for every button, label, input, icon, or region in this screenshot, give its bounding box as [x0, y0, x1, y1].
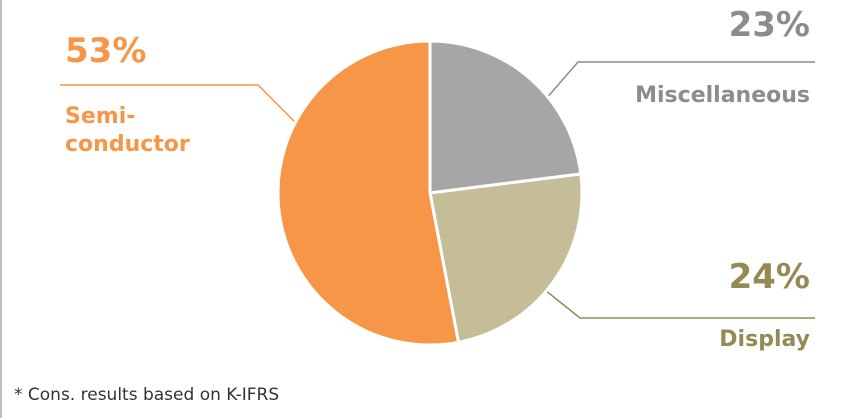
category-label: Miscellaneous	[635, 83, 810, 108]
leader-line	[544, 61, 815, 101]
pie-slice	[276, 39, 461, 347]
footnote: * Cons. results based on K-IFRS	[14, 385, 280, 405]
leader-line	[60, 84, 296, 123]
value-label: 24%	[728, 257, 810, 297]
pie-slice	[428, 39, 583, 195]
category-label: Semi-conductor	[65, 104, 190, 157]
category-label: Display	[719, 327, 810, 352]
pie-slice	[428, 172, 584, 345]
leader-line	[544, 289, 815, 319]
value-label: 23%	[728, 5, 810, 45]
value-label: 53%	[65, 31, 147, 71]
